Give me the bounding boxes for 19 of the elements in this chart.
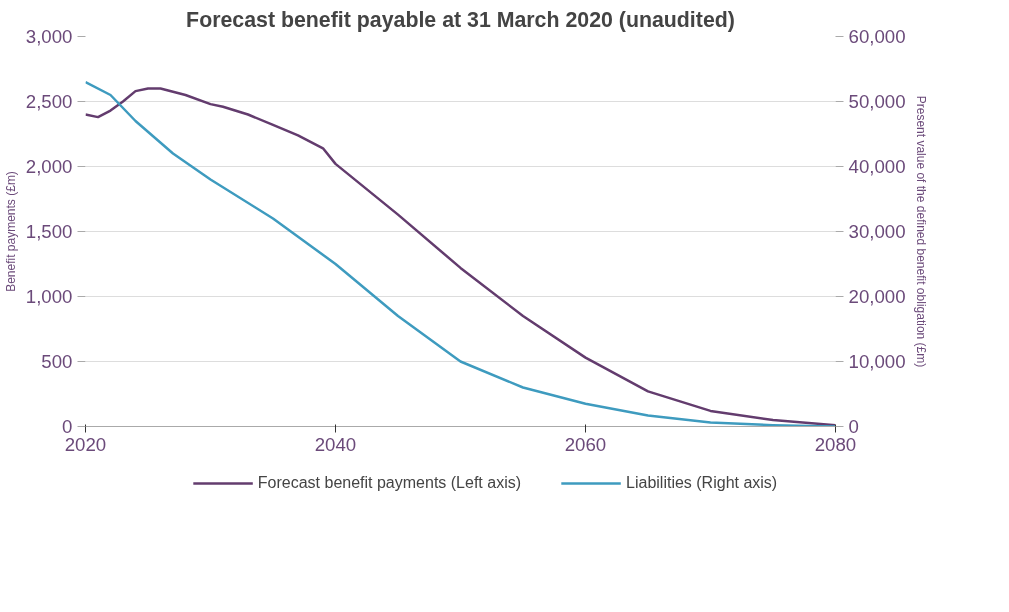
- legend-label: Liabilities (Right axis): [626, 474, 778, 492]
- chart-title: Forecast benefit payable at 31 March 2020 (unaudited): [186, 7, 735, 32]
- y-tick-label: 1,500: [25, 221, 73, 242]
- x-tick-label: 2040: [314, 433, 357, 455]
- y-tick-label: 2,500: [25, 91, 73, 112]
- y-axis-title: Benefit payments (£m): [3, 171, 18, 292]
- y-tick-label: 3,000: [25, 26, 73, 47]
- legend-label: Forecast benefit payments (Left axis): [257, 474, 522, 492]
- y2-tick-label: 40,000: [848, 156, 906, 177]
- y2-tick-label: 50,000: [848, 91, 906, 112]
- y-tick-label: 2,000: [25, 156, 73, 177]
- x-tick-label: 2060: [564, 433, 607, 455]
- y-tick-label: 500: [41, 351, 73, 372]
- y2-tick-label: 60,000: [848, 26, 906, 47]
- y-tick-label: 1,000: [25, 286, 73, 307]
- y2-tick-label: 10,000: [848, 351, 906, 372]
- y2-tick-label: 20,000: [848, 286, 906, 307]
- y2-tick-label: 30,000: [848, 221, 906, 242]
- y2-axis-title: Present value of the defined benefit obligation (£m): [913, 95, 928, 368]
